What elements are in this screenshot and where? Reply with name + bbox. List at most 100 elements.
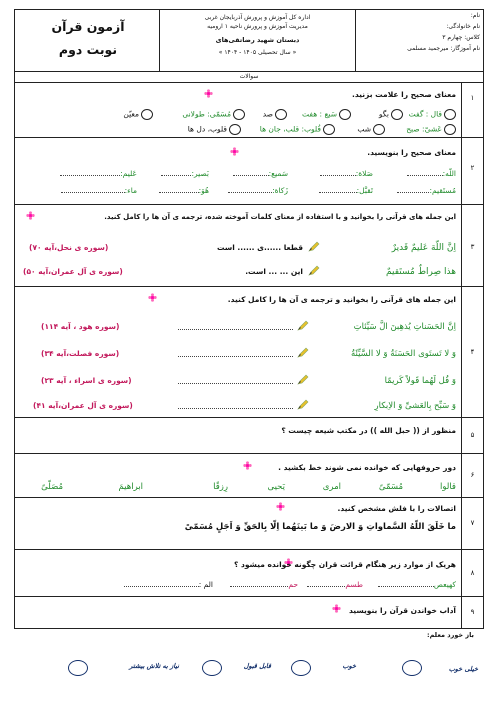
option-mosamma[interactable]: مُسَمّی: طولانی [182,109,245,120]
verse-ref: (سوره ی اسراء ، آیه ۲۳) [41,376,132,385]
question-text: این جمله های قرآنی را بخوانید و با استفا… [104,213,456,221]
field-allah[interactable]: اللّه: [406,169,456,178]
verse-arabic[interactable]: ما خَلَقَ اللّهُ السَّماواتِ وَ الارضَ و… [184,522,456,532]
exam-title-box: آزمون قرآن نوبت دوم [15,10,161,71]
option-qulub1[interactable]: قُلوب: قلب، جان ها [260,124,335,135]
verse-2-ref: (سوره ی آل عمران،آیه ۵۰) [23,267,123,276]
word[interactable]: یَحیی [267,482,285,492]
question-1: ۱ معنای صحیح را علامت بزنید. قال : گفت ب… [15,83,483,138]
verse-arabic: وَ لا تَستَوی الحَسَنَةُ وَ لا السَّیِّئ… [350,349,456,359]
question-6: ۶ دور حروفهایی که خوانده نمی شوند خط بکش… [15,454,483,498]
level-radio-good[interactable] [291,660,311,676]
question-text: هریک از موارد زیر هنگام قرائت قران چگونه… [234,560,456,569]
question-2: ۲ معنای صحیح را بنویسید. اللّه: صَلاة: س… [15,138,483,205]
word[interactable]: امری [322,482,341,492]
school-year: « سال تحصیلی ۱۴۰۵ - ۱۴۰۴ » [218,49,297,56]
question-number: ۶ [461,454,483,497]
level-radio-needs-effort[interactable] [68,660,88,676]
field-hova[interactable]: هُوَ: [158,186,209,195]
flower-icon [148,293,157,302]
flower-icon [276,502,285,511]
flower-icon [243,461,252,470]
word[interactable]: ابراهیمَ [118,482,143,492]
verse-ref: (سوره فصلت،آیه ۳۴) [41,349,120,358]
field-taqabbal[interactable]: تَقبَّل: [318,186,373,195]
org-line2: مدیریت آموزش و پرورش ناحیه ۱ ارومیه [207,23,308,30]
verse-translation-field[interactable] [178,402,293,411]
item-tasim[interactable]: طسم [307,580,363,589]
verse-arabic: وَ قُل لَهُما قَولاً کَریمًا [384,376,456,386]
option-sab[interactable]: سَبع : هفت [302,109,351,120]
question-text: آداب خواندن قرآن را بنویسید [348,606,456,615]
option-shab[interactable]: شب [357,124,385,135]
word[interactable]: مُصَلّیً [41,482,63,492]
verse-translation-field[interactable] [178,323,293,332]
pencil-icon [297,320,309,331]
verse-2-arabic: هذا صِراطٌ مُستَقیمٌ [386,267,456,277]
flower-icon [230,147,239,156]
verse-ref: (سوره ی آل عمران،آیه ۴۱) [33,401,133,410]
verse-arabic: وَ سَبِّح بِالعَشیِّ وَ الاِبکارِ [374,401,456,411]
class-label: کلاس: چهارم ۳ [442,34,480,41]
question-number: ۹ [461,597,483,628]
exam-sheet: نام: نام خانوادگی: کلاس: چهارم ۳ نام آمو… [14,9,484,629]
option-qal[interactable]: قال : گفت [409,109,456,120]
level-label: قابل قبول [243,662,271,670]
pencil-icon [308,241,320,252]
option-ashi[interactable]: عَشیّ: صبح [406,124,456,135]
level-radio-acceptable[interactable] [202,660,222,676]
question-text: این جمله های قرآنی را بخوانید و ترجمه ی … [227,295,456,304]
field-mostaqim[interactable]: مُستَقیم: [397,186,456,195]
teacher-feedback: باز خورد معلم: خیلی خوب خوب قابل قبول نی… [14,631,484,691]
school-name: دبستان شهید رضاتقی‌های [215,36,300,44]
verse-1-arabic: اِنَّ اللّهَ عَلیمٌ قَدیرٌ [391,243,456,253]
pencil-icon [297,347,309,358]
word[interactable]: قالوا [440,482,456,492]
question-7: ۷ اتصالات را با فلش مشخص کنید. ما خَلَقَ… [15,498,483,550]
verse-ref: (سوره هود ، آیه ۱۱۴) [41,322,120,331]
family-label: نام خانوادگی: [446,23,480,30]
exam-round: نوبت دوم [58,42,118,57]
question-number: ۴ [461,287,483,417]
field-basir[interactable]: بَصیر: [161,169,209,178]
option-qulub2[interactable]: قلوب، دل ها [188,124,241,135]
level-label: نیاز به تلاش بیشتر [129,662,179,670]
item-ham[interactable]: حم [230,580,298,589]
teacher-label: نام آموزگار: میرجمید مسلمی [407,45,480,52]
verse-2-translation[interactable]: این ... ... است. [245,267,303,276]
name-label: نام: [470,12,480,19]
flower-icon [204,89,213,98]
option-begoo[interactable]: بگو [379,109,403,120]
item-alm[interactable]: الم : [123,580,213,589]
field-maa[interactable]: ماء: [60,186,137,195]
question-number: ۳ [461,205,483,286]
level-radio-very-good[interactable] [402,660,422,676]
question-text: معنای صحیح را بنویسید. [367,148,456,157]
flower-icon [26,211,35,220]
word[interactable]: مُسَمّیً [378,482,403,492]
question-4: ۴ این جمله های قرآنی را بخوانید و ترجمه … [15,287,483,418]
question-text: اتصالات را با فلش مشخص کنید. [337,504,456,513]
flower-icon [284,558,293,567]
student-info: نام: نام خانوادگی: کلاس: چهارم ۳ نام آمو… [355,10,483,71]
verse-translation-field[interactable] [178,350,293,359]
word[interactable]: رِزقًا [213,482,228,492]
field-sami[interactable]: سَمیع: [232,169,288,178]
question-3: ۳ این جمله های قرآنی را بخوانید و با است… [15,205,483,287]
option-moayyan[interactable]: معیّن [123,109,153,120]
school-info: اداره کل آموزش و پرورش آذربایجان غربی مد… [159,10,355,71]
verse-1-translation[interactable]: قطعا ......ی ...... است [216,243,303,252]
verse-translation-field[interactable] [178,377,293,386]
field-alim[interactable]: عَلیم: [60,169,137,178]
flower-icon [332,604,341,613]
questions-heading: سوالات [15,71,483,83]
option-sad[interactable]: صد [263,109,287,120]
verse-1-ref: (سوره ی نحل،آیه ۷۰) [29,243,109,252]
question-9: ۹ آداب خواندن قرآن را بنویسید [15,597,483,629]
pencil-icon [308,265,320,276]
field-salat[interactable]: صَلاة: [319,169,373,178]
question-number: ۵ [461,418,483,453]
item-kaf[interactable]: کهیعص [377,580,456,589]
field-zakat[interactable]: زَکاة: [228,186,288,195]
org-line1: اداره کل آموزش و پرورش آذربایجان غربی [204,14,311,21]
